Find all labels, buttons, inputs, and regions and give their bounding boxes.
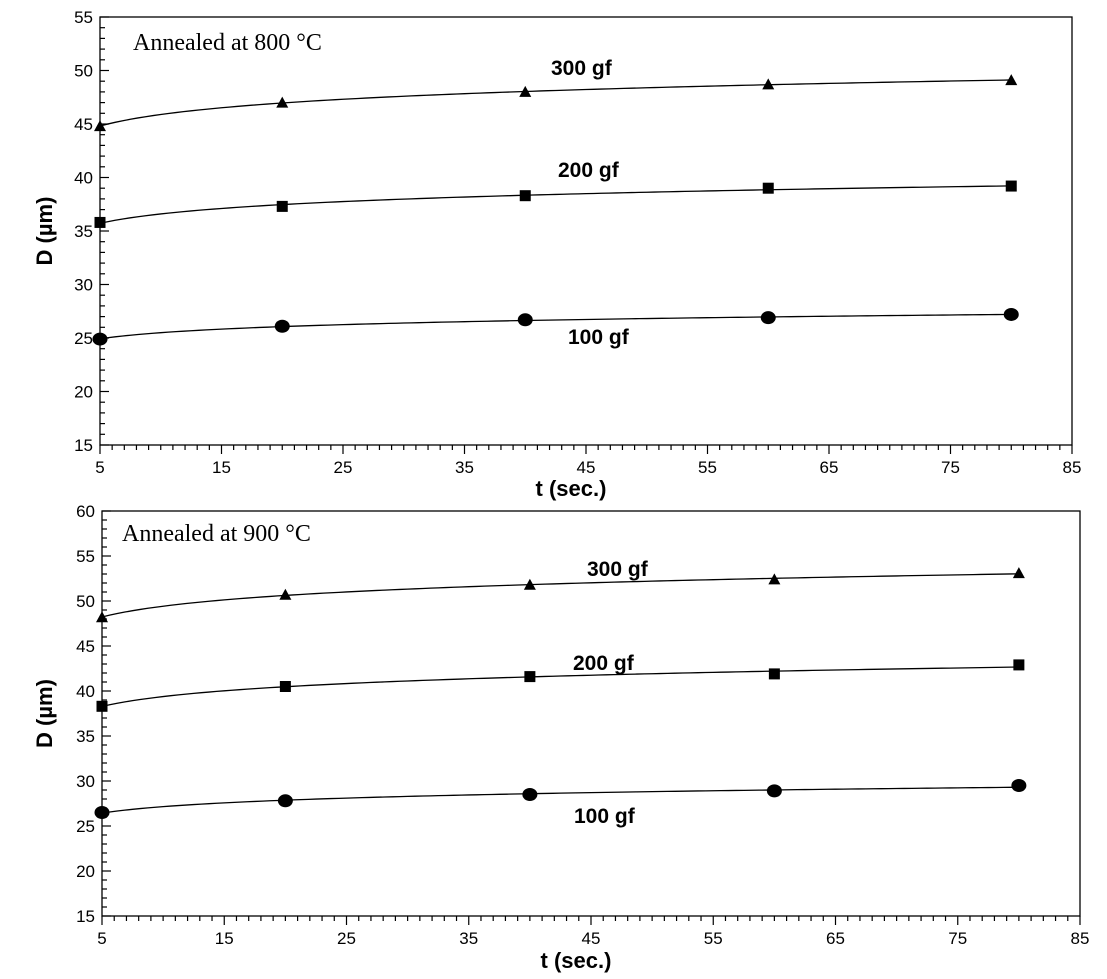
data-point-circle — [517, 313, 533, 327]
y-tick-label: 50 — [74, 62, 93, 81]
data-point-triangle — [768, 573, 781, 585]
y-tick-label: 55 — [74, 8, 93, 27]
series-curve — [99, 313, 1012, 340]
data-point-triangle — [762, 78, 775, 90]
y-tick-label: 60 — [76, 502, 95, 521]
data-point-circle — [766, 784, 782, 798]
x-tick-label: 45 — [582, 929, 601, 948]
data-point-circle — [92, 332, 108, 346]
x-tick-label: 5 — [97, 929, 106, 948]
x-tick-label: 65 — [826, 929, 845, 948]
x-tick-label: 15 — [215, 929, 234, 948]
x-tick-label: 25 — [334, 458, 353, 477]
x-tick-label: 75 — [941, 458, 960, 477]
x-tick-label: 55 — [704, 929, 723, 948]
data-point-triangle — [519, 85, 532, 97]
x-tick-label: 15 — [212, 458, 231, 477]
data-point-square — [519, 190, 531, 202]
data-point-circle — [522, 788, 538, 801]
y-tick-label: 15 — [76, 907, 95, 926]
x-tick-label: 25 — [337, 929, 356, 948]
data-point-square — [276, 200, 288, 212]
annealing-annotation: Annealed at 800 °C — [133, 30, 322, 56]
data-point-square — [279, 681, 291, 692]
y-tick-label: 55 — [76, 547, 95, 566]
data-point-triangle — [94, 120, 106, 132]
series-label: 100 gf — [574, 805, 636, 828]
series-curve — [101, 666, 1019, 708]
x-tick-label: 45 — [577, 458, 596, 477]
y-tick-label: 25 — [76, 817, 95, 836]
y-axis-title: D (µm) — [32, 679, 57, 748]
data-point-circle — [274, 319, 290, 333]
x-tick-label: 35 — [455, 458, 474, 477]
data-point-triangle — [96, 611, 108, 623]
y-tick-label: 35 — [76, 727, 95, 746]
data-point-triangle — [1005, 74, 1018, 86]
y-tick-label: 20 — [74, 383, 93, 402]
y-tick-label: 25 — [74, 329, 93, 348]
series-label: 200 gf — [558, 159, 620, 182]
data-point-square — [1013, 659, 1025, 671]
series-label: 300 gf — [551, 57, 613, 80]
series-curve — [101, 573, 1019, 618]
data-point-square — [96, 700, 108, 712]
x-tick-label: 35 — [459, 929, 478, 948]
x-tick-label: 85 — [1063, 458, 1082, 477]
x-axis-title: t (sec.) — [536, 476, 607, 501]
y-tick-label: 15 — [74, 436, 93, 455]
data-point-triangle — [1012, 567, 1025, 579]
data-point-circle — [277, 794, 293, 808]
x-tick-label: 75 — [948, 929, 967, 948]
data-point-square — [762, 182, 774, 194]
data-point-square — [768, 668, 780, 680]
y-tick-label: 45 — [76, 637, 95, 656]
y-tick-label: 20 — [76, 862, 95, 881]
x-tick-label: 65 — [820, 458, 839, 477]
y-tick-label: 35 — [74, 222, 93, 241]
series-curve — [99, 185, 1012, 224]
series-label: 300 gf — [587, 558, 649, 581]
data-point-square — [524, 671, 536, 683]
x-axis-title: t (sec.) — [541, 948, 612, 973]
data-point-triangle — [523, 578, 536, 590]
y-tick-label: 40 — [76, 682, 95, 701]
data-point-circle — [94, 806, 110, 819]
x-tick-label: 55 — [698, 458, 717, 477]
x-tick-label: 85 — [1071, 929, 1090, 948]
y-tick-label: 30 — [76, 772, 95, 791]
data-point-square — [94, 216, 106, 228]
y-tick-label: 30 — [74, 276, 93, 295]
data-point-circle — [1003, 307, 1019, 321]
data-point-triangle — [276, 96, 289, 108]
y-tick-label: 40 — [74, 169, 93, 188]
x-tick-label: 5 — [95, 458, 104, 477]
series-curve — [101, 786, 1019, 814]
y-tick-label: 50 — [76, 592, 95, 611]
y-axis-title: D (µm) — [32, 197, 57, 266]
data-point-circle — [760, 311, 776, 325]
data-point-triangle — [279, 588, 292, 600]
series-label: 100 gf — [568, 326, 630, 349]
y-tick-label: 45 — [74, 115, 93, 134]
series-label: 200 gf — [573, 652, 635, 675]
data-point-square — [1005, 180, 1017, 192]
annealing-annotation: Annealed at 900 °C — [122, 521, 311, 547]
series-curve — [99, 79, 1012, 127]
data-point-circle — [1011, 779, 1027, 792]
